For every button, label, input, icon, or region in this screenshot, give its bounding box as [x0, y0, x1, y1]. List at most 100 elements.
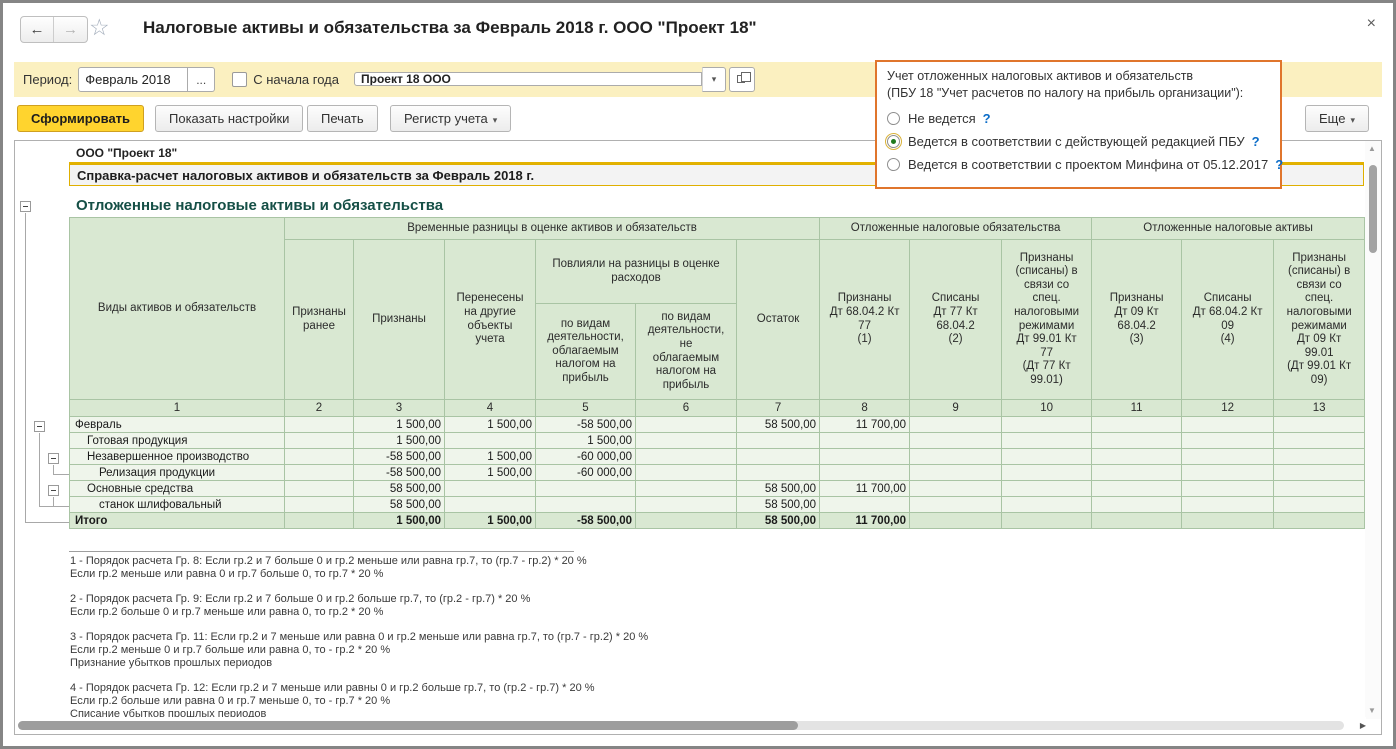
popup-heading-line2: (ПБУ 18 "Учет расчетов по налогу на приб…: [887, 86, 1244, 100]
collapse-fixedassets-button[interactable]: [48, 485, 59, 496]
row-label: Незавершенное производство: [69, 448, 285, 465]
cell-value: [1181, 496, 1275, 513]
column-number: 9: [909, 399, 1003, 417]
cell-value: [635, 432, 737, 449]
organization-dropdown-button[interactable]: ▾: [702, 67, 726, 92]
help-link[interactable]: ?: [1275, 157, 1284, 172]
report-section-title: Отложенные налоговые активы и обязательс…: [76, 197, 444, 214]
help-link[interactable]: ?: [1251, 134, 1260, 149]
cell-value: [284, 448, 354, 465]
print-button[interactable]: Печать: [307, 105, 378, 132]
footnote-line: Если гр.2 больше или равна 0 и гр.7 мень…: [70, 695, 391, 707]
radio-icon[interactable]: [885, 133, 902, 150]
cell-value: [444, 480, 536, 497]
from-year-checkbox[interactable]: [232, 72, 248, 87]
cell-value: [909, 512, 1003, 529]
cell-value: 11 700,00: [819, 512, 911, 529]
cell-value: [1273, 480, 1366, 497]
radio-option[interactable]: Не ведется?: [887, 107, 1270, 130]
cell-value: [1181, 512, 1275, 529]
cell-value: 58 500,00: [735, 480, 821, 497]
cell-value: [1181, 464, 1275, 481]
organization-input[interactable]: [354, 72, 702, 86]
header-influenced: Повлияли на разницы в оценке расходов: [535, 239, 737, 304]
cell-value: 1 500,00: [444, 464, 536, 481]
cell-value: [1273, 432, 1366, 449]
header-recognized: Признаны: [353, 239, 445, 400]
column-number: 1: [69, 399, 285, 417]
scroll-up-icon[interactable]: ▲: [1368, 144, 1376, 153]
cell-value: [909, 496, 1003, 513]
horizontal-scroll-track[interactable]: [18, 721, 1344, 730]
more-button[interactable]: Еще ▾: [1305, 105, 1369, 132]
footnote: 3 - Порядок расчета Гр. 11: Если гр.2 и …: [70, 631, 1366, 670]
cell-value: -60 000,00: [535, 464, 636, 481]
footnote-divider: [69, 551, 574, 552]
radio-label: Ведется в соответствии с действующей ред…: [908, 134, 1245, 149]
cell-value: [1091, 416, 1183, 433]
radio-icon[interactable]: [887, 158, 900, 171]
open-form-icon: [737, 72, 751, 83]
footnotes: 1 - Порядок расчета Гр. 8: Если гр.2 и 7…: [70, 555, 1366, 719]
vertical-scroll-thumb[interactable]: [1369, 165, 1377, 253]
footnote: 2 - Порядок расчета Гр. 9: Если гр.2 и 7…: [70, 593, 1366, 619]
report-org-name: ООО "Проект 18": [76, 146, 178, 160]
grouping-gutter: [15, 141, 69, 701]
radio-option[interactable]: Ведется в соответствии с проектом Минфин…: [887, 153, 1283, 176]
column-number: 7: [735, 399, 821, 417]
scroll-right-icon[interactable]: ▶: [1359, 721, 1366, 730]
header-col11: Признаны Дт 09 Кт 68.04.2 (3): [1091, 239, 1183, 400]
collapse-section-button[interactable]: [20, 201, 31, 212]
cell-value: 1 500,00: [444, 416, 536, 433]
cell-value: [819, 432, 911, 449]
from-year-label: С начала года: [253, 72, 339, 87]
footnote-line: Списание убытков прошлых периодов: [70, 708, 267, 719]
help-link[interactable]: ?: [982, 111, 991, 126]
organization-open-button[interactable]: [729, 67, 755, 92]
horizontal-scrollbar[interactable]: ▶: [15, 717, 1366, 734]
close-button[interactable]: ×: [1367, 16, 1376, 32]
favorites-star-icon[interactable]: ☆: [89, 14, 110, 40]
back-button[interactable]: ←: [21, 17, 54, 42]
row-label: станок шлифовальный: [69, 496, 285, 513]
scroll-down-icon[interactable]: ▼: [1368, 706, 1376, 715]
cell-value: 11 700,00: [819, 480, 911, 497]
cell-value: -58 500,00: [353, 448, 445, 465]
header-col10: Признаны (списаны) в связи со спец. нало…: [1001, 239, 1093, 400]
period-input[interactable]: [78, 67, 189, 92]
cell-value: [1001, 448, 1093, 465]
close-icon: ×: [1366, 15, 1376, 32]
register-button[interactable]: Регистр учета ▾: [390, 105, 512, 132]
period-picker-button[interactable]: ...: [188, 67, 216, 92]
header-col13: Признаны (списаны) в связи со спец. нало…: [1273, 239, 1366, 400]
header-recognized-earlier: Признаны ранее: [284, 239, 354, 400]
forward-button[interactable]: →: [54, 17, 87, 42]
cell-value: -58 500,00: [353, 464, 445, 481]
cell-value: [1181, 432, 1275, 449]
cell-value: [1001, 432, 1093, 449]
cell-value: -60 000,00: [535, 448, 636, 465]
table-row: Релизация продукции -58 500,00 1 500,00 -60…: [69, 464, 1366, 481]
generate-button[interactable]: Сформировать: [17, 105, 145, 132]
show-settings-button[interactable]: Показать настройки: [155, 105, 304, 132]
cell-value: [1091, 496, 1183, 513]
vertical-scrollbar[interactable]: ▲ ▼: [1365, 141, 1381, 719]
cell-value: [819, 496, 911, 513]
radio-option[interactable]: Ведется в соответствии с действующей ред…: [885, 130, 1270, 153]
header-transferred: Перенесены на другие объекты учета: [444, 239, 536, 400]
horizontal-scroll-thumb[interactable]: [18, 721, 798, 730]
cell-value: [1001, 496, 1093, 513]
radio-icon[interactable]: [887, 112, 900, 125]
collapse-month-button[interactable]: [34, 421, 45, 432]
cell-value: 1 500,00: [444, 448, 536, 465]
cell-value: [1181, 480, 1275, 497]
column-numbers-row: 1 2 3 4 5 6 7 8 9 10 11 12 13: [69, 399, 1366, 417]
collapse-wip-button[interactable]: [48, 453, 59, 464]
cell-value: 58 500,00: [735, 496, 821, 513]
table-row: Готовая продукция 1 500,00 1 500,00: [69, 432, 1366, 449]
more-label: Еще: [1319, 111, 1346, 126]
cell-value: [635, 496, 737, 513]
cell-value: [635, 416, 737, 433]
cell-value: 58 500,00: [735, 512, 821, 529]
radio-label: Ведется в соответствии с проектом Минфин…: [908, 157, 1269, 172]
